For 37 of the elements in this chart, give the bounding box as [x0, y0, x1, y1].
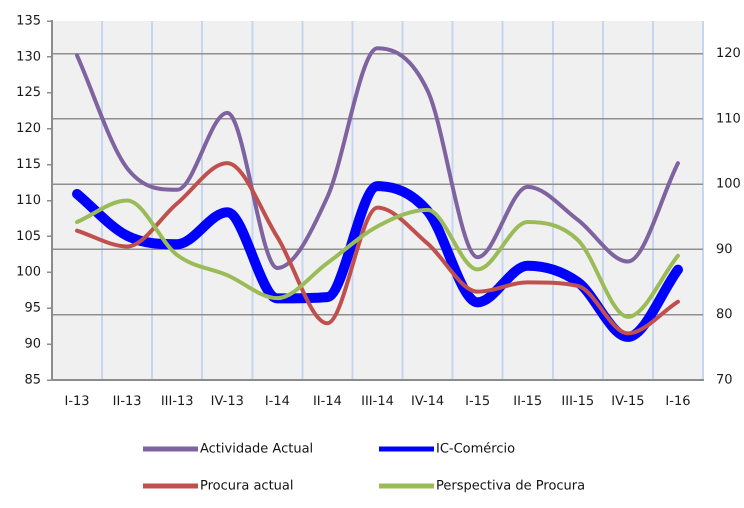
x-tick-label: IV-15: [611, 394, 644, 410]
x-tick-label: II-15: [513, 394, 542, 410]
x-tick-label: IV-14: [410, 394, 444, 410]
legend-label: Procura actual: [200, 478, 294, 494]
x-tick-label: III-13: [160, 394, 194, 410]
line-series: [75, 161, 680, 336]
legend-label: IC-Comércio: [436, 441, 516, 456]
y2-tick-label: 90: [716, 242, 733, 257]
x-tick-label: II-14: [312, 394, 342, 410]
x-tick-label: III-15: [561, 394, 594, 410]
y-tick-label: 120: [16, 121, 41, 136]
y-tick-label: 110: [16, 192, 41, 208]
line-series: [75, 198, 680, 319]
y-tick-label: 105: [16, 228, 41, 244]
x-tick-label: I-15: [465, 394, 490, 410]
y-tick-label: 95: [24, 300, 41, 316]
legend-label: Perspectiva de Procura: [436, 478, 586, 494]
line-series: [75, 46, 680, 270]
y-tick-label: 90: [24, 336, 41, 352]
x-tick-label: I-16: [665, 394, 690, 410]
y2-tick-label: 80: [716, 307, 733, 322]
y-tick-label: 100: [16, 264, 41, 280]
y2-tick-label: 100: [716, 176, 741, 192]
x-tick-label: II-13: [112, 394, 142, 410]
y-tick-label: 130: [16, 49, 41, 64]
y2-tick-label: 70: [716, 372, 733, 388]
x-tick-label: I-14: [264, 394, 290, 410]
y2-tick-label: 110: [716, 111, 741, 126]
x-tick-label: IV-13: [210, 394, 244, 410]
x-tick-label: I-13: [64, 394, 90, 410]
y-tick-label: 135: [16, 13, 41, 28]
legend-label: Actividade Actual: [200, 441, 314, 456]
x-tick-label: III-14: [361, 394, 394, 410]
y-tick-label: 85: [24, 372, 41, 388]
y-tick-label: 115: [16, 156, 41, 172]
y-tick-label: 125: [16, 85, 41, 100]
y2-tick-label: 120: [716, 46, 741, 62]
